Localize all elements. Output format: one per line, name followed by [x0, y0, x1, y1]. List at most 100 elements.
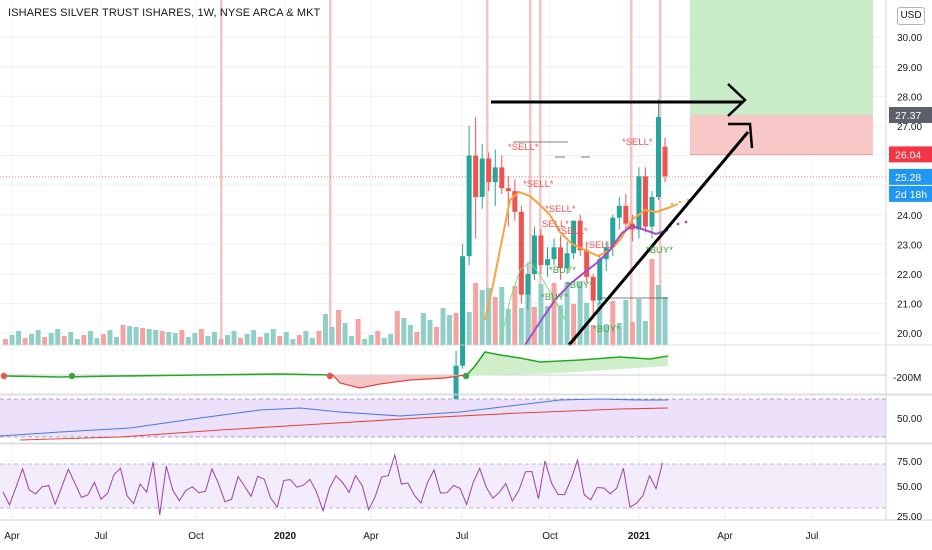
trendline-arrowhead — [728, 122, 754, 149]
chart-title: ISHARES SILVER TRUST ISHARES, 1W, NYSE A… — [8, 7, 321, 19]
volume-bar — [349, 336, 355, 345]
volume-bar — [447, 315, 453, 345]
volume-bar — [74, 339, 80, 345]
volume-bar — [603, 324, 609, 345]
price-label-box — [889, 168, 932, 185]
volume-bar — [656, 285, 661, 345]
volume-bar — [551, 283, 557, 345]
volume-bar — [3, 339, 8, 345]
signal-highlight-bar — [529, 0, 532, 345]
volume-bar — [270, 329, 276, 345]
volume-bar — [283, 332, 289, 345]
candle-body — [473, 155, 479, 197]
time-tick-label: Oct — [188, 531, 204, 542]
cmf-line-right — [465, 351, 669, 377]
pane4-tick-label: 25.00 — [897, 512, 922, 523]
signal-highlight-bar — [329, 0, 332, 345]
volume-bar — [9, 335, 15, 345]
candle-body — [486, 158, 492, 183]
volume-bar — [636, 299, 642, 345]
volume-bar — [486, 288, 492, 345]
signal-label: *SELL* — [523, 179, 554, 190]
volume-bar — [571, 304, 577, 345]
pane2-tick-label: -200M — [893, 373, 921, 384]
ma-projection-dot — [678, 200, 682, 204]
candle-body — [453, 365, 459, 417]
signal-label: *BUY* — [549, 265, 576, 276]
time-tick-label: 2021 — [628, 531, 651, 542]
volume-bar — [185, 337, 191, 345]
volume-bar — [544, 306, 550, 345]
volume-bar — [362, 339, 368, 345]
candle-body — [642, 176, 648, 227]
volume-bar — [662, 297, 668, 345]
volume-bar — [309, 338, 315, 345]
volume-bar — [127, 326, 133, 345]
time-tick-label: Jul — [456, 531, 469, 542]
volume-bar — [100, 334, 106, 345]
volume-bar — [172, 333, 178, 345]
volume-bar — [244, 334, 250, 345]
volume-bar — [518, 308, 524, 345]
volume-bar — [192, 333, 198, 345]
volume-bar — [342, 323, 348, 345]
indicator-panes — [0, 344, 932, 516]
price-label-text: 26.04 — [895, 149, 921, 161]
price-tick-label: 29.00 — [897, 63, 922, 74]
volume-bar — [427, 320, 433, 345]
time-tick-label: 2020 — [274, 531, 297, 542]
position-zones — [0, 0, 886, 178]
signal-label: *SELL* — [508, 142, 539, 153]
volume-bar — [531, 307, 537, 345]
cmf-negative-line — [332, 374, 466, 389]
volume-bar — [211, 332, 217, 345]
volume-bar — [538, 284, 544, 345]
cmf-cross-dot — [462, 372, 470, 380]
candle-body — [558, 247, 564, 269]
currency-button[interactable]: USD — [897, 7, 925, 25]
volume-bar — [159, 331, 165, 345]
osc-band — [0, 464, 886, 508]
price-tick-label: 23.00 — [897, 240, 922, 251]
volume-bar — [42, 337, 48, 345]
volume-bar — [87, 331, 93, 345]
volume-bar — [492, 297, 498, 345]
volume-bar — [277, 336, 283, 345]
volume-bar — [22, 338, 28, 345]
oscillator-line — [2, 453, 663, 516]
price-label-text: 27.37 — [895, 110, 921, 122]
fast-ma-line — [484, 190, 679, 321]
candle-body — [577, 220, 583, 251]
volume-bar — [231, 331, 237, 345]
volume-bar — [375, 331, 381, 345]
volume-bar — [81, 335, 87, 345]
volume-bar — [525, 285, 531, 345]
moving-averages — [484, 141, 690, 346]
trendline — [567, 131, 750, 346]
signal-label: *SELL* — [585, 240, 616, 251]
rsi-red-line — [19, 407, 669, 441]
candle-body — [512, 191, 518, 212]
volume-bar — [198, 329, 204, 345]
candle-body — [616, 205, 622, 218]
candle-body — [525, 273, 531, 295]
price-tick-label: 20.00 — [897, 329, 922, 340]
volume-bar — [512, 286, 518, 345]
signal-highlight-bar — [539, 0, 542, 345]
volume-bar — [616, 323, 622, 345]
candle-body — [544, 259, 550, 266]
pane3-tick-label: 50.00 — [897, 414, 922, 425]
price-label-text: 25.28 — [895, 172, 921, 184]
target-zone — [690, 0, 873, 116]
volume-bar — [55, 329, 61, 345]
volume-bar — [407, 325, 413, 345]
candle-body — [492, 167, 498, 183]
trend-drawings — [491, 83, 754, 346]
volume-bar — [388, 334, 394, 345]
ma-projection-dot — [670, 202, 674, 206]
volume-bar — [394, 311, 400, 345]
rsi-blue-line — [0, 398, 668, 437]
candle-body — [518, 211, 524, 295]
volume-bar — [205, 336, 211, 345]
